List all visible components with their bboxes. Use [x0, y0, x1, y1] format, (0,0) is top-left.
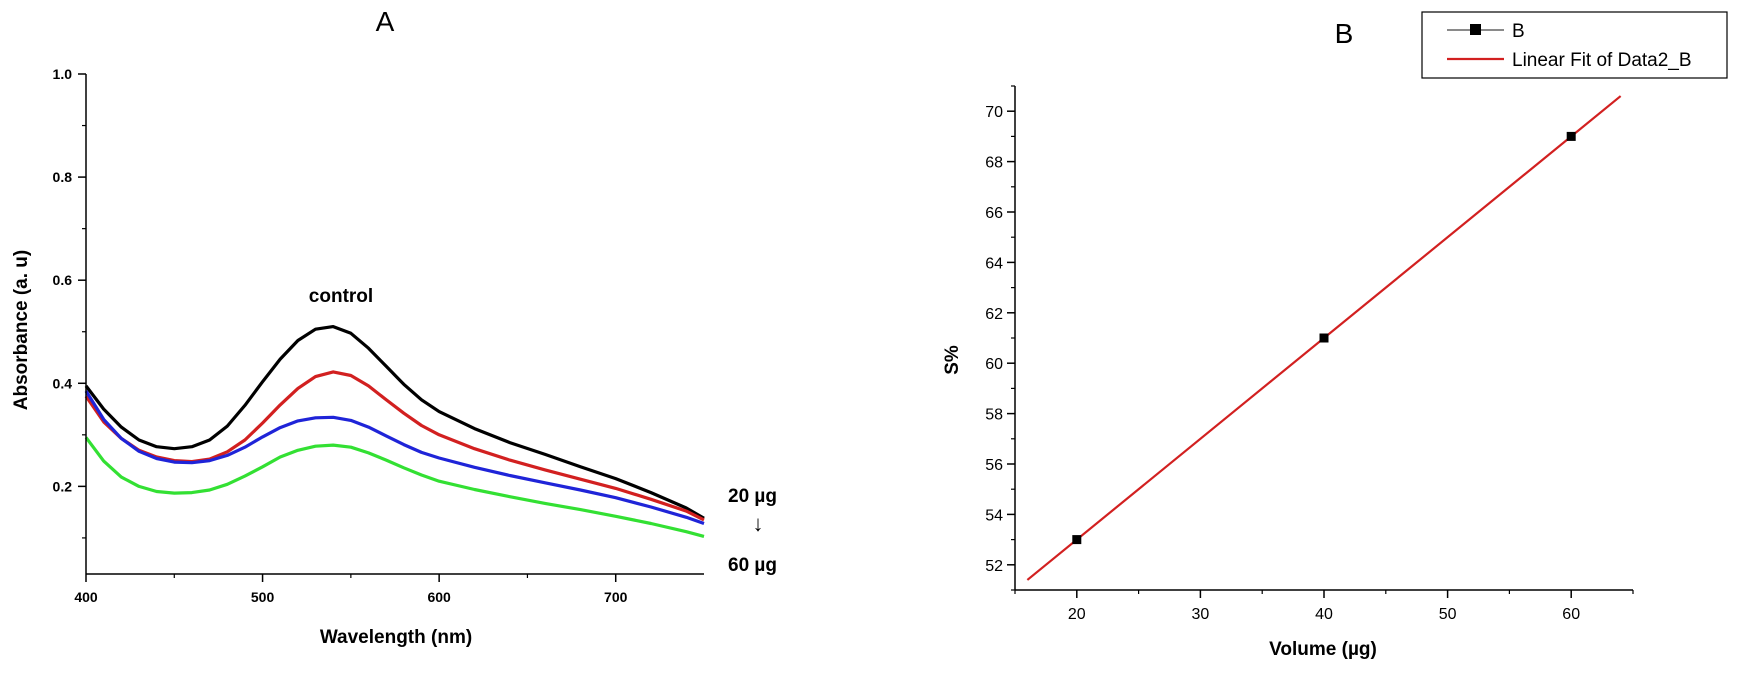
panel-a-ticks: 400 500 600 700 0.2 0.4 0.6 0.8 1.0 — [53, 66, 628, 605]
panel-b-ticks: 20 30 40 50 60 52 54 56 58 60 62 64 66 68 70 — [985, 85, 1634, 623]
panel-b-y-tick-label: 70 — [985, 104, 1003, 121]
panel-b-x-tick-label: 50 — [1439, 606, 1457, 623]
panel-a-series-line-3 — [84, 436, 705, 538]
legend-b-marker — [1470, 24, 1481, 35]
panel-b-x-tick-label: 30 — [1192, 606, 1210, 623]
panel-b-x-tick-label: 40 — [1315, 606, 1333, 623]
panel-b-y-tick-label: 68 — [985, 155, 1003, 172]
panel-b-y-tick-label: 54 — [985, 507, 1003, 524]
dose-arrow: ↓ — [753, 511, 764, 536]
panel-a-y-tick-label: 0.8 — [53, 169, 73, 185]
panel-a-x-tick-label: 500 — [251, 589, 275, 605]
panel-a-y-label: Absorbance (a. u) — [11, 250, 32, 410]
panel-a-y-tick-label: 0.6 — [53, 272, 73, 288]
data-point-marker — [1072, 535, 1082, 545]
panel-b-x-tick-label: 20 — [1068, 606, 1086, 623]
panel-b-y-tick-label: 52 — [985, 558, 1003, 575]
panel-b-y-tick-label: 60 — [985, 356, 1003, 373]
panel-a-series-line-2 — [84, 390, 705, 526]
dose-20-label: 20 µg — [728, 486, 777, 507]
panel-b-x-label: Volume (µg) — [1269, 639, 1377, 660]
panel-a-x-tick-label: 600 — [427, 589, 451, 605]
control-annotation: control — [309, 286, 373, 307]
panel-b-y-tick-label: 66 — [985, 205, 1003, 222]
panel-a-x-tick-label: 400 — [74, 589, 98, 605]
panel-b: B 20 30 40 50 60 52 54 56 58 60 62 64 66 68 70 Volume … — [942, 11, 1728, 660]
panel-b-y-tick-label: 62 — [985, 306, 1003, 323]
panel-a: A 400 500 600 700 0.2 0.4 0.6 0.8 1.0 Wavelength… — [11, 6, 777, 648]
panel-a-letter: A — [376, 6, 395, 37]
panel-a-y-tick-label: 1.0 — [53, 66, 73, 82]
panel-b-legend: B Linear Fit of Data2_B — [1421, 11, 1728, 79]
panel-b-y-tick-label: 56 — [985, 457, 1003, 474]
panel-a-series-line-0 — [84, 325, 705, 520]
dose-60-label: 60 µg — [728, 555, 777, 576]
panel-b-y-label: S% — [942, 345, 963, 375]
legend-b-label: B — [1512, 21, 1525, 42]
panel-b-y-tick-label: 64 — [985, 255, 1003, 272]
panel-b-points — [1072, 131, 1576, 545]
panel-b-y-tick-label: 58 — [985, 407, 1003, 424]
panel-a-y-tick-label: 0.4 — [53, 375, 73, 391]
panel-b-x-tick-label: 60 — [1562, 606, 1580, 623]
panel-a-x-label: Wavelength (nm) — [320, 627, 472, 648]
panel-a-y-tick-label: 0.2 — [53, 478, 73, 494]
legend-fit-label: Linear Fit of Data2_B — [1512, 50, 1692, 71]
panel-a-series — [84, 325, 705, 538]
data-point-marker — [1566, 131, 1576, 141]
legend-box — [1421, 11, 1728, 79]
data-point-marker — [1319, 333, 1329, 343]
panel-a-x-tick-label: 700 — [604, 589, 628, 605]
panel-b-letter: B — [1335, 18, 1354, 49]
